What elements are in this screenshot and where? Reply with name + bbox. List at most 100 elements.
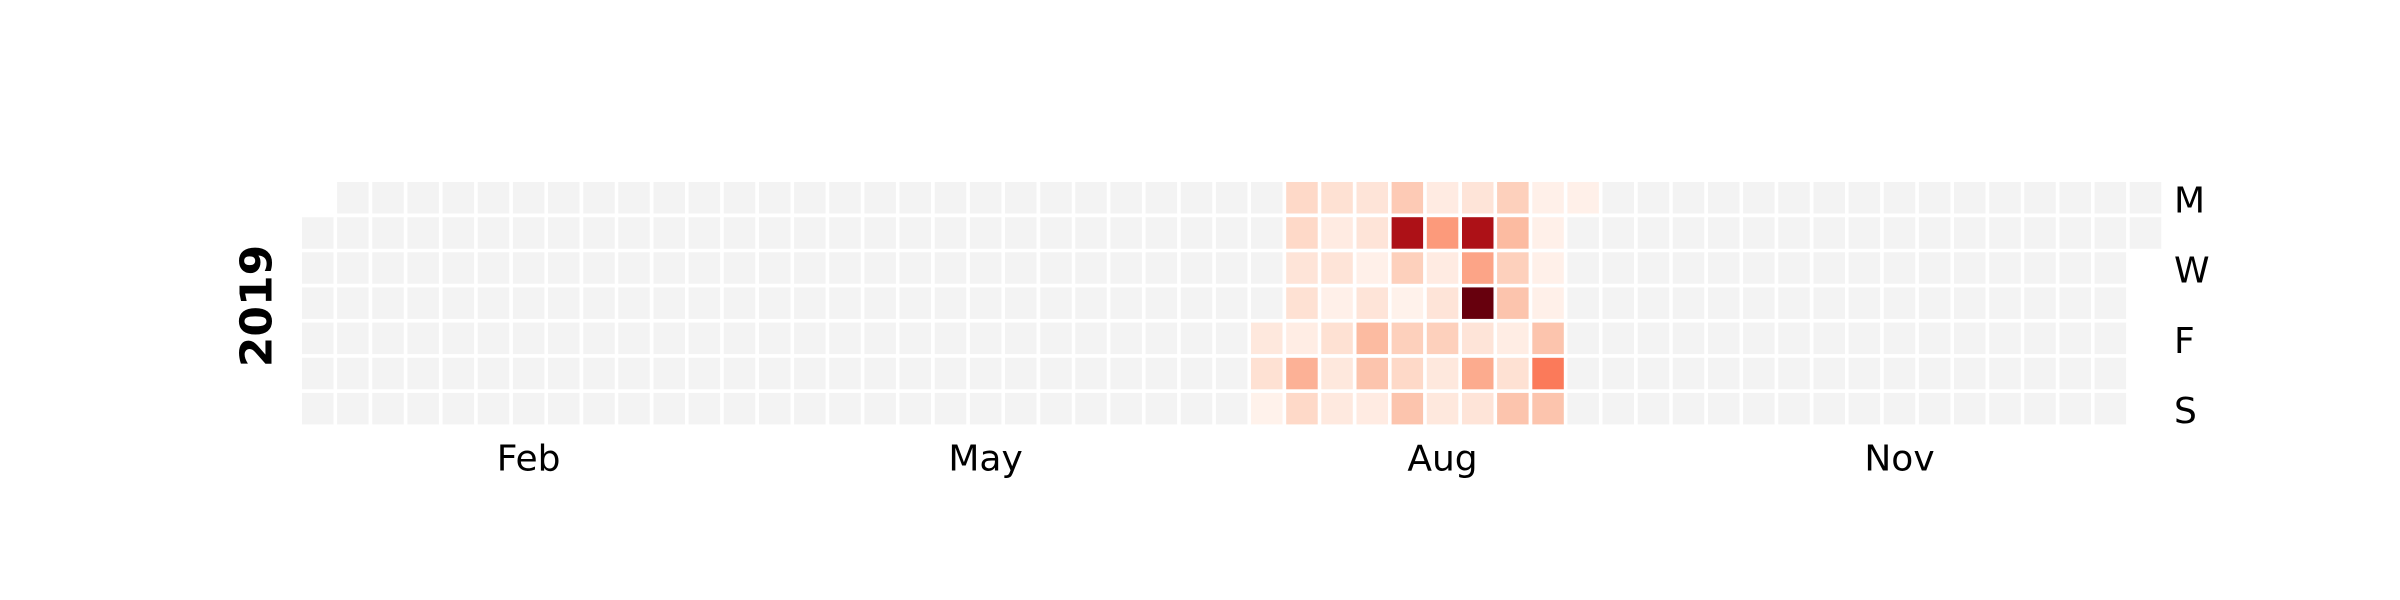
heatmap-cell bbox=[1040, 287, 1072, 319]
heatmap-cell bbox=[653, 182, 685, 214]
heatmap-cell bbox=[864, 217, 896, 249]
heatmap-cell bbox=[337, 217, 369, 249]
heatmap-cell bbox=[583, 357, 615, 390]
heatmap-cell bbox=[1883, 217, 1916, 249]
heatmap-cell bbox=[688, 217, 721, 249]
heatmap-cell bbox=[1075, 357, 1107, 390]
heatmap-cell bbox=[653, 322, 685, 355]
heatmap-cell bbox=[1567, 182, 1599, 214]
heatmap-cell bbox=[794, 252, 826, 284]
heatmap-cell bbox=[1532, 322, 1564, 355]
heatmap-cell bbox=[512, 322, 545, 355]
heatmap-cell bbox=[1918, 182, 1951, 214]
heatmap-cell bbox=[1145, 322, 1178, 355]
heatmap-cell bbox=[653, 392, 685, 425]
heatmap-cell bbox=[1532, 217, 1564, 249]
heatmap-cell bbox=[934, 182, 967, 214]
heatmap-cell bbox=[1321, 322, 1353, 355]
heatmap-cell bbox=[1637, 217, 1670, 249]
heatmap-cell bbox=[1321, 182, 1353, 214]
heatmap-cell bbox=[1708, 357, 1740, 390]
heatmap-cell bbox=[1567, 357, 1599, 390]
heatmap-cell bbox=[1848, 182, 1881, 214]
heatmap-cell bbox=[548, 217, 580, 249]
heatmap-cell bbox=[934, 392, 967, 425]
heatmap-cell bbox=[337, 252, 369, 284]
heatmap-cell bbox=[512, 392, 545, 425]
heatmap-cell bbox=[442, 252, 475, 284]
heatmap-cell bbox=[899, 392, 931, 425]
heatmap-cell bbox=[477, 322, 510, 355]
heatmap-cell bbox=[1602, 182, 1634, 214]
heatmap-cell bbox=[1954, 217, 1986, 249]
heatmap-cell bbox=[1602, 357, 1634, 390]
heatmap-cell bbox=[548, 287, 580, 319]
heatmap-cell bbox=[1778, 252, 1810, 284]
heatmap-cell bbox=[583, 287, 615, 319]
heatmap-cell bbox=[1497, 287, 1529, 319]
heatmap-cell bbox=[1848, 287, 1881, 319]
heatmap-cell bbox=[1215, 287, 1248, 319]
heatmap-cell bbox=[1637, 252, 1670, 284]
heatmap-cell bbox=[1813, 217, 1845, 249]
heatmap-cell bbox=[477, 182, 510, 214]
heatmap-cell bbox=[829, 287, 861, 319]
heatmap-cell bbox=[442, 287, 475, 319]
heatmap-cell bbox=[1426, 217, 1459, 249]
heatmap-cell bbox=[1251, 357, 1283, 390]
heatmap-cell bbox=[1110, 357, 1142, 390]
heatmap-cell bbox=[1040, 322, 1072, 355]
heatmap-cell bbox=[1567, 322, 1599, 355]
heatmap-cell bbox=[1321, 252, 1353, 284]
heatmap-cell bbox=[899, 217, 931, 249]
heatmap-cell bbox=[337, 287, 369, 319]
heatmap-cell bbox=[1954, 252, 1986, 284]
heatmap-cell bbox=[2024, 252, 2056, 284]
heatmap-cell bbox=[1602, 392, 1634, 425]
heatmap-cell bbox=[1813, 357, 1845, 390]
heatmap-cell bbox=[1848, 392, 1881, 425]
heatmap-cell bbox=[1180, 322, 1213, 355]
heatmap-cell bbox=[512, 252, 545, 284]
heatmap-cell bbox=[2059, 392, 2091, 425]
heatmap-cell bbox=[442, 392, 475, 425]
heatmap-cell bbox=[2094, 182, 2127, 214]
heatmap-cell bbox=[1040, 357, 1072, 390]
heatmap-cell bbox=[1918, 392, 1951, 425]
heatmap-cell bbox=[1813, 182, 1845, 214]
heatmap-cell bbox=[372, 252, 404, 284]
heatmap-cell bbox=[688, 322, 721, 355]
heatmap-cell bbox=[2094, 357, 2127, 390]
heatmap-cell bbox=[1989, 322, 2021, 355]
heatmap-cell bbox=[1356, 182, 1388, 214]
heatmap-cell bbox=[1215, 217, 1248, 249]
heatmap-cell bbox=[407, 252, 439, 284]
heatmap-cell bbox=[372, 392, 404, 425]
heatmap-cell bbox=[1743, 287, 1775, 319]
heatmap-cell bbox=[1813, 287, 1845, 319]
heatmap-cell bbox=[1778, 217, 1810, 249]
heatmap-cell bbox=[477, 392, 510, 425]
heatmap-cell bbox=[1356, 252, 1388, 284]
heatmap-cell bbox=[899, 322, 931, 355]
heatmap-cell bbox=[969, 252, 1002, 284]
heatmap-cell bbox=[407, 287, 439, 319]
heatmap-cell bbox=[1110, 287, 1142, 319]
heatmap-cell bbox=[477, 357, 510, 390]
heatmap-cell bbox=[1848, 217, 1881, 249]
heatmap-cell bbox=[618, 357, 650, 390]
heatmap-cell bbox=[2059, 322, 2091, 355]
heatmap-cell bbox=[1426, 182, 1459, 214]
heatmap-cell bbox=[1672, 217, 1705, 249]
heatmap-cell bbox=[1462, 217, 1494, 249]
heatmap-cell bbox=[1145, 287, 1178, 319]
heatmap-cell bbox=[1180, 182, 1213, 214]
heatmap-cell bbox=[1672, 252, 1705, 284]
heatmap-cell bbox=[1883, 252, 1916, 284]
heatmap-cell bbox=[618, 322, 650, 355]
heatmap-cell bbox=[1391, 287, 1424, 319]
heatmap-cell bbox=[2024, 287, 2056, 319]
heatmap-cell bbox=[618, 217, 650, 249]
heatmap-cell bbox=[1075, 322, 1107, 355]
heatmap-cell bbox=[1743, 182, 1775, 214]
